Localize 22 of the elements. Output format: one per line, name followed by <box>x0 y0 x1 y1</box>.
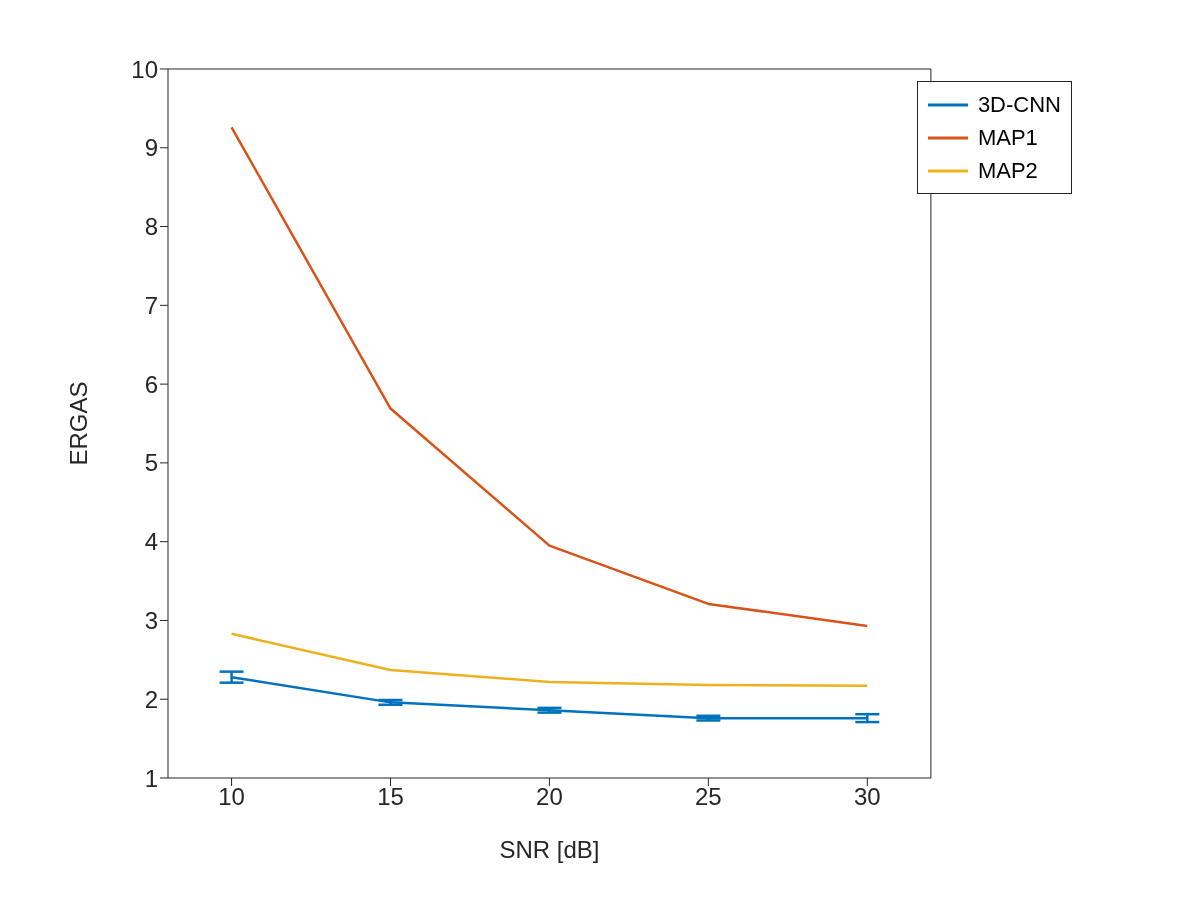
y-tick-label: 1 <box>144 764 158 792</box>
y-tick-label: 8 <box>144 213 158 241</box>
x-tick-label: 25 <box>695 783 722 811</box>
legend-label: MAP1 <box>977 124 1038 151</box>
y-tick-label: 5 <box>144 449 158 477</box>
y-tick-label: 6 <box>144 370 158 398</box>
line-series <box>230 632 869 688</box>
x-axis-title: SNR [dB] <box>499 836 600 863</box>
x-tick-label: 15 <box>377 783 404 811</box>
y-tick-label: 7 <box>144 291 158 319</box>
y-tick-label: 2 <box>144 685 158 713</box>
y-tick-label: 3 <box>144 606 158 634</box>
x-tick-label: 20 <box>536 783 563 811</box>
x-tick-label: 10 <box>218 783 245 811</box>
legend-label: MAP2 <box>977 157 1038 184</box>
y-tick-label: 9 <box>144 134 158 162</box>
y-tick-label: 10 <box>131 55 158 83</box>
line-series <box>230 126 869 628</box>
legend-label: 3D-CNN <box>977 91 1061 118</box>
x-tick-label: 30 <box>853 783 881 811</box>
y-axis-title: ERGAS <box>64 381 92 466</box>
y-tick-label: 4 <box>144 528 158 556</box>
